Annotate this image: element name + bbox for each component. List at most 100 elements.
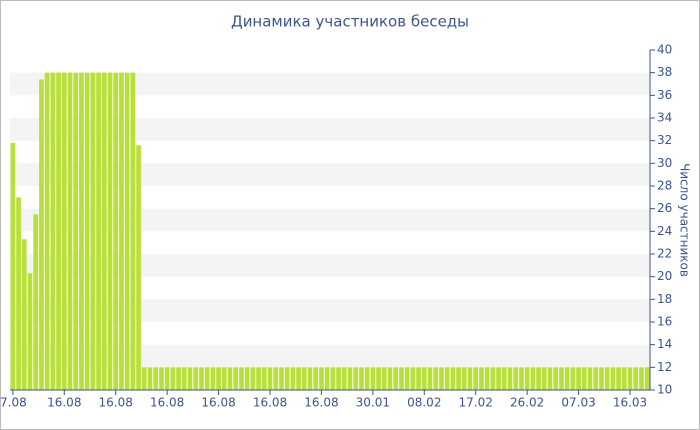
bar <box>44 72 50 391</box>
x-tick-label: 16.08 <box>253 396 287 410</box>
grid-band <box>10 208 650 232</box>
bar <box>587 367 593 390</box>
x-tick-label: 08.02 <box>407 396 441 410</box>
y-tick-label: 36 <box>657 88 672 102</box>
bar <box>301 367 307 390</box>
bar <box>553 367 559 390</box>
bar <box>181 367 187 390</box>
y-tick-label: 14 <box>657 337 672 351</box>
y-tick-label: 30 <box>657 156 672 170</box>
bar <box>581 367 587 390</box>
bar <box>187 367 193 390</box>
bar <box>244 367 250 390</box>
bar <box>130 72 136 391</box>
bar <box>353 367 359 390</box>
bar <box>376 367 381 390</box>
y-tick-label: 28 <box>657 179 672 193</box>
bar <box>627 367 633 390</box>
bar <box>416 367 421 390</box>
bar <box>210 367 216 390</box>
bar <box>227 367 233 390</box>
x-tick-label: 16.08 <box>47 396 81 410</box>
bar <box>610 367 616 390</box>
bar <box>599 367 604 390</box>
y-tick-label: 38 <box>657 65 672 79</box>
bar <box>536 367 541 390</box>
bar <box>96 72 101 391</box>
bar <box>439 367 444 390</box>
bar <box>473 367 479 390</box>
bar <box>541 367 547 390</box>
bar <box>119 72 124 391</box>
bar <box>341 367 347 390</box>
bar <box>467 367 473 390</box>
bar <box>101 72 107 391</box>
grid-band <box>10 344 650 368</box>
bar <box>461 367 467 390</box>
bar <box>176 367 181 390</box>
bar <box>547 367 553 390</box>
y-tick-label: 18 <box>657 292 672 306</box>
bar <box>644 367 650 390</box>
x-tick-label: 26.02 <box>510 396 544 410</box>
bar <box>204 367 210 390</box>
bar <box>296 367 301 390</box>
bar <box>616 367 621 390</box>
y-tick-label: 40 <box>657 43 672 57</box>
bar <box>456 367 461 390</box>
bar <box>61 72 67 391</box>
bar <box>399 367 404 390</box>
bar <box>267 367 273 390</box>
bar <box>593 367 599 390</box>
bar <box>324 367 330 390</box>
bar <box>576 367 581 390</box>
bar <box>84 72 90 391</box>
y-axis-label: Число участников <box>678 163 692 277</box>
bar <box>136 145 141 390</box>
bar <box>393 367 399 390</box>
bar <box>387 367 393 390</box>
bar <box>410 367 416 390</box>
bar <box>261 367 267 390</box>
y-tick-label: 20 <box>657 269 672 283</box>
grid-band <box>10 72 650 96</box>
bar <box>170 367 176 390</box>
bar <box>193 367 199 390</box>
bar <box>16 197 21 390</box>
bar <box>250 367 256 390</box>
chart-title: Динамика участников беседы <box>231 13 469 31</box>
bar <box>290 367 296 390</box>
x-tick-label: 16.08 <box>304 396 338 410</box>
x-tick-label: 17.02 <box>459 396 493 410</box>
bar <box>39 79 44 390</box>
bar <box>147 367 153 390</box>
bar <box>107 72 113 391</box>
bar <box>221 367 227 390</box>
bar <box>359 367 364 390</box>
y-tick-label: 24 <box>657 224 672 238</box>
bar <box>347 367 353 390</box>
bar <box>239 367 244 390</box>
bar <box>21 239 27 390</box>
x-tick-label: 30.01 <box>356 396 390 410</box>
bar <box>216 367 221 390</box>
y-tick-label: 16 <box>657 315 672 329</box>
bar <box>427 367 433 390</box>
y-tick-label: 32 <box>657 133 672 147</box>
y-tick-label: 34 <box>657 111 672 125</box>
bar <box>404 367 410 390</box>
bar <box>199 367 204 390</box>
bar <box>433 367 439 390</box>
x-tick-label: 07.03 <box>561 396 595 410</box>
bar <box>33 214 39 390</box>
bar <box>50 72 56 391</box>
bar <box>307 367 313 390</box>
bar <box>256 367 261 390</box>
bar <box>530 367 536 390</box>
bar <box>484 367 490 390</box>
bar <box>479 367 484 390</box>
y-tick-label: 10 <box>657 383 672 397</box>
bar <box>559 367 564 390</box>
grid-band <box>10 299 650 322</box>
